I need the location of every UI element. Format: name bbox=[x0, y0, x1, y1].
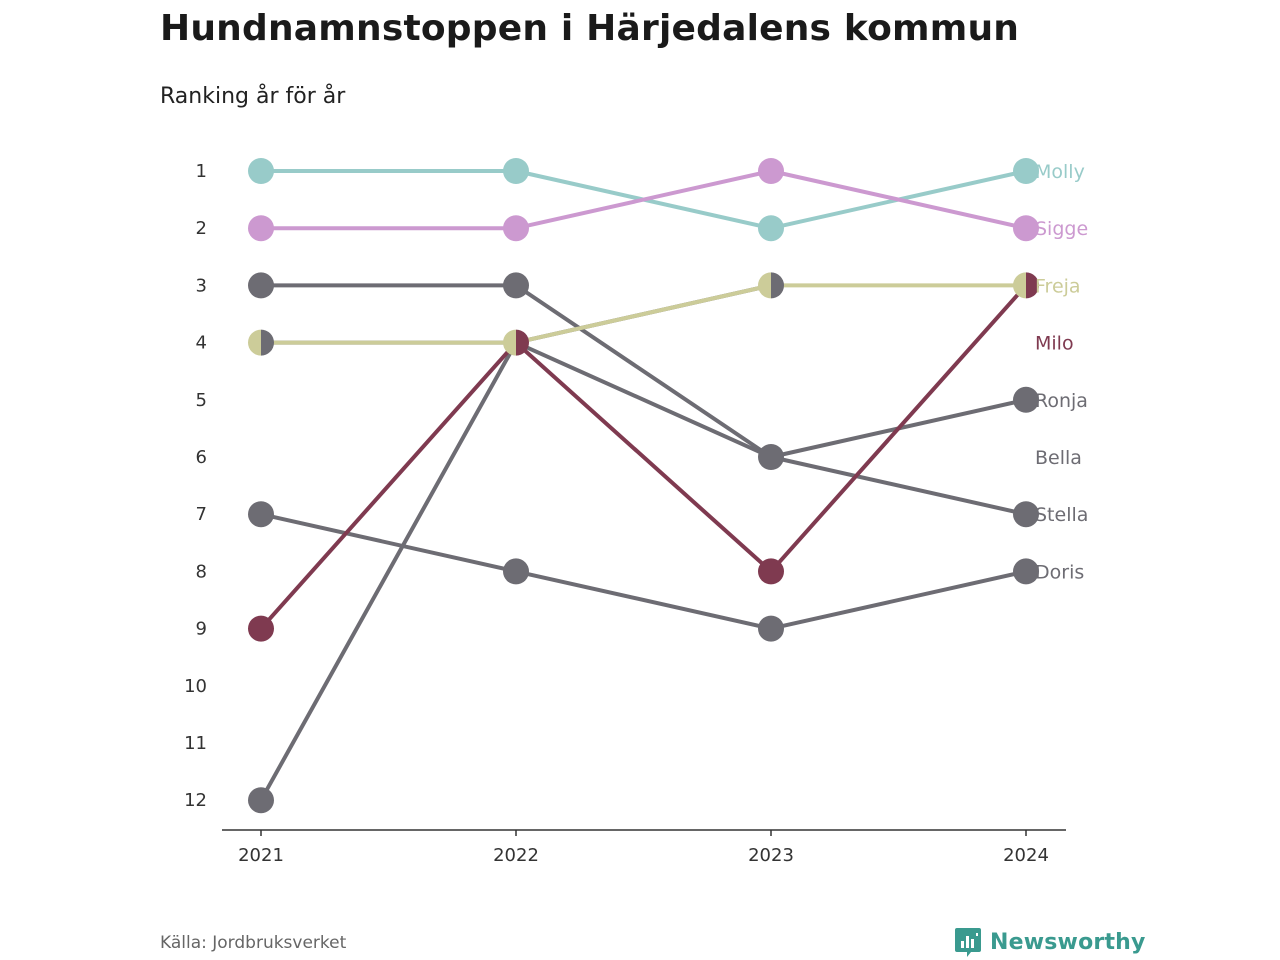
point-milo bbox=[758, 558, 784, 585]
y-tick-label: 6 bbox=[196, 447, 207, 468]
point-freja-bella-right bbox=[261, 329, 274, 356]
point-ronja bbox=[503, 272, 529, 299]
point-doris bbox=[1013, 558, 1039, 585]
chart-subtitle: Ranking år för år bbox=[160, 84, 346, 109]
point-stella bbox=[248, 787, 274, 814]
point-ronja bbox=[1013, 386, 1039, 413]
y-tick-label: 11 bbox=[184, 733, 207, 754]
series-line-stella bbox=[259, 340, 1028, 803]
y-tick-label: 1 bbox=[196, 161, 207, 182]
point-sigge bbox=[1013, 215, 1039, 242]
y-tick-label: 4 bbox=[196, 333, 207, 354]
point-doris bbox=[758, 615, 784, 642]
series-line-milo bbox=[259, 283, 1028, 631]
point-molly bbox=[758, 215, 784, 242]
point-stella bbox=[1013, 501, 1039, 528]
point-sigge bbox=[758, 158, 784, 184]
y-tick-label: 5 bbox=[196, 390, 207, 411]
y-tick-label: 12 bbox=[184, 790, 207, 811]
y-tick-label: 8 bbox=[196, 561, 207, 582]
series-line-ronja bbox=[259, 283, 1028, 459]
x-tick-label: 2023 bbox=[748, 845, 794, 866]
point-freja-milo-bella-stella-left bbox=[503, 329, 516, 356]
newsworthy-brand: Newsworthy bbox=[954, 926, 1146, 958]
point-ronja-stella bbox=[758, 444, 784, 470]
point-freja-milo-left bbox=[1013, 272, 1026, 299]
end-label-molly: Molly bbox=[1035, 161, 1085, 183]
series-line-doris bbox=[259, 512, 1028, 631]
chart-title: Hundnamnstoppen i Härjedalens kommun bbox=[160, 8, 1020, 49]
point-freja-milo-right bbox=[1026, 272, 1039, 299]
y-tick-label: 3 bbox=[196, 275, 207, 296]
end-label-sigge: Sigge bbox=[1035, 218, 1088, 240]
point-molly bbox=[1013, 158, 1039, 184]
point-sigge bbox=[248, 215, 274, 242]
point-sigge bbox=[503, 215, 529, 242]
y-tick-label: 2 bbox=[196, 218, 207, 239]
point-milo bbox=[248, 615, 274, 642]
end-label-freja: Freja bbox=[1035, 275, 1081, 297]
point-freja-bella-right bbox=[771, 272, 784, 299]
point-doris bbox=[503, 558, 529, 585]
point-molly bbox=[503, 158, 529, 184]
brand-name: Newsworthy bbox=[990, 929, 1146, 955]
end-label-ronja: Ronja bbox=[1035, 390, 1088, 412]
bump-chart: 2021 2022 2023 2024123456789101112MollySigg… bbox=[184, 158, 1088, 866]
series-line-sigge bbox=[259, 169, 1028, 231]
x-tick-label: 2022 bbox=[493, 845, 539, 866]
point-freja-bella-left bbox=[758, 272, 771, 299]
x-tick-label: 2024 bbox=[1003, 845, 1049, 866]
y-tick-label: 9 bbox=[196, 619, 207, 640]
end-label-doris: Doris bbox=[1035, 561, 1084, 583]
point-freja-bella-left bbox=[248, 329, 261, 356]
x-tick-label: 2021 bbox=[238, 845, 284, 866]
point-doris bbox=[248, 501, 274, 528]
source-note: Källa: Jordbruksverket bbox=[160, 933, 347, 953]
end-label-bella: Bella bbox=[1035, 447, 1082, 469]
point-molly bbox=[248, 158, 274, 184]
newsworthy-logo-icon bbox=[955, 928, 981, 957]
series-line-freja bbox=[259, 283, 1028, 345]
end-label-stella: Stella bbox=[1035, 504, 1088, 526]
y-tick-label: 7 bbox=[196, 504, 207, 525]
point-ronja bbox=[248, 272, 274, 299]
y-tick-label: 10 bbox=[184, 676, 207, 697]
point-freja-milo-bella-stella-right bbox=[516, 329, 530, 356]
end-label-milo: Milo bbox=[1035, 333, 1074, 355]
